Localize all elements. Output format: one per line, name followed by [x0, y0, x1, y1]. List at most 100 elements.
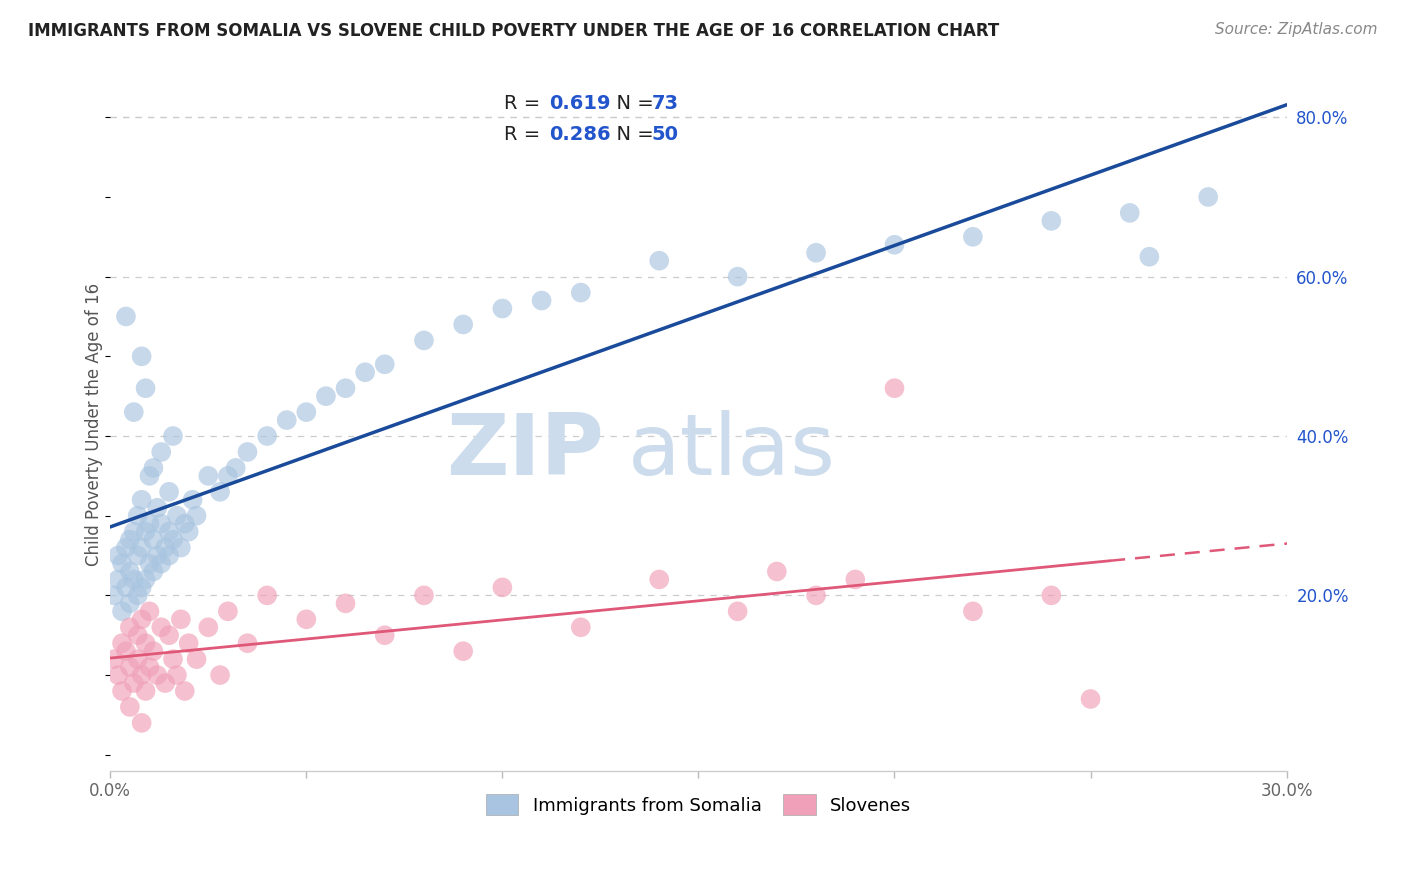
Point — [962, 604, 984, 618]
Y-axis label: Child Poverty Under the Age of 16: Child Poverty Under the Age of 16 — [86, 283, 103, 566]
Point — [236, 445, 259, 459]
Point — [127, 652, 149, 666]
Point — [413, 334, 436, 348]
Point — [131, 492, 153, 507]
Point — [138, 660, 160, 674]
Point — [118, 660, 141, 674]
Point — [107, 573, 129, 587]
Point — [295, 612, 318, 626]
Point — [131, 612, 153, 626]
Point — [138, 557, 160, 571]
Point — [256, 588, 278, 602]
Point — [209, 484, 232, 499]
Text: 73: 73 — [651, 94, 678, 112]
Point — [1040, 214, 1063, 228]
Point — [122, 524, 145, 539]
Point — [118, 700, 141, 714]
Point — [451, 318, 474, 332]
Point — [804, 245, 827, 260]
Point — [131, 715, 153, 730]
Text: R =: R = — [505, 125, 547, 144]
Point — [146, 500, 169, 515]
Point — [335, 596, 357, 610]
Point — [170, 541, 193, 555]
Point — [166, 668, 188, 682]
Point — [451, 644, 474, 658]
Point — [115, 581, 138, 595]
Point — [122, 573, 145, 587]
Point — [727, 604, 749, 618]
Point — [530, 293, 553, 308]
Point — [107, 549, 129, 563]
Point — [131, 668, 153, 682]
Point — [162, 429, 184, 443]
Point — [217, 468, 239, 483]
Point — [209, 668, 232, 682]
Point — [150, 557, 173, 571]
Point — [1080, 692, 1102, 706]
Text: 0.619: 0.619 — [548, 94, 610, 112]
Point — [127, 549, 149, 563]
Point — [276, 413, 298, 427]
Point — [111, 636, 134, 650]
Point — [122, 676, 145, 690]
Text: IMMIGRANTS FROM SOMALIA VS SLOVENE CHILD POVERTY UNDER THE AGE OF 16 CORRELATION: IMMIGRANTS FROM SOMALIA VS SLOVENE CHILD… — [28, 22, 1000, 40]
Point — [118, 565, 141, 579]
Point — [127, 588, 149, 602]
Point — [648, 253, 671, 268]
Point — [127, 508, 149, 523]
Point — [197, 620, 219, 634]
Point — [315, 389, 337, 403]
Text: 50: 50 — [651, 125, 678, 144]
Point — [103, 588, 125, 602]
Point — [173, 684, 195, 698]
Point — [256, 429, 278, 443]
Point — [150, 445, 173, 459]
Point — [115, 310, 138, 324]
Point — [225, 461, 247, 475]
Point — [804, 588, 827, 602]
Point — [166, 508, 188, 523]
Point — [217, 604, 239, 618]
Point — [648, 573, 671, 587]
Point — [1137, 250, 1160, 264]
Point — [135, 636, 157, 650]
Point — [111, 684, 134, 698]
Point — [118, 620, 141, 634]
Point — [153, 541, 176, 555]
Point — [962, 229, 984, 244]
Point — [177, 636, 200, 650]
Point — [727, 269, 749, 284]
Point — [127, 628, 149, 642]
Point — [173, 516, 195, 531]
Point — [766, 565, 789, 579]
Point — [131, 581, 153, 595]
Point — [138, 604, 160, 618]
Point — [177, 524, 200, 539]
Point — [135, 684, 157, 698]
Point — [883, 381, 905, 395]
Point — [135, 381, 157, 395]
Point — [146, 549, 169, 563]
Point — [142, 533, 165, 547]
Point — [844, 573, 866, 587]
Text: atlas: atlas — [628, 410, 835, 493]
Point — [181, 492, 204, 507]
Point — [569, 285, 592, 300]
Point — [374, 628, 396, 642]
Point — [157, 628, 180, 642]
Point — [115, 541, 138, 555]
Point — [150, 516, 173, 531]
Point — [146, 668, 169, 682]
Point — [162, 533, 184, 547]
Point — [883, 237, 905, 252]
Point — [107, 668, 129, 682]
Point — [569, 620, 592, 634]
Point — [115, 644, 138, 658]
Text: Source: ZipAtlas.com: Source: ZipAtlas.com — [1215, 22, 1378, 37]
Point — [197, 468, 219, 483]
Point — [157, 549, 180, 563]
Point — [142, 461, 165, 475]
Point — [186, 508, 208, 523]
Point — [162, 652, 184, 666]
